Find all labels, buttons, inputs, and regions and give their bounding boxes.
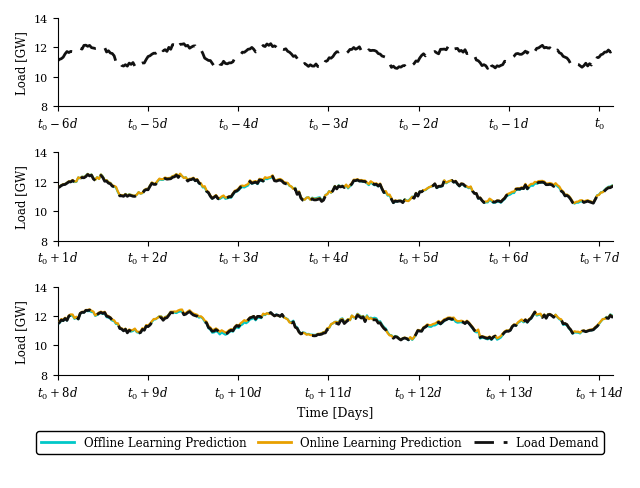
Y-axis label: Load [GW]: Load [GW] bbox=[15, 299, 28, 363]
X-axis label: Time [Days]: Time [Days] bbox=[297, 407, 373, 419]
Y-axis label: Load [GW]: Load [GW] bbox=[15, 165, 28, 229]
Legend: Offline Learning Prediction, Online Learning Prediction, Load Demand: Offline Learning Prediction, Online Lear… bbox=[36, 431, 604, 454]
Y-axis label: Load [GW]: Load [GW] bbox=[15, 31, 28, 95]
